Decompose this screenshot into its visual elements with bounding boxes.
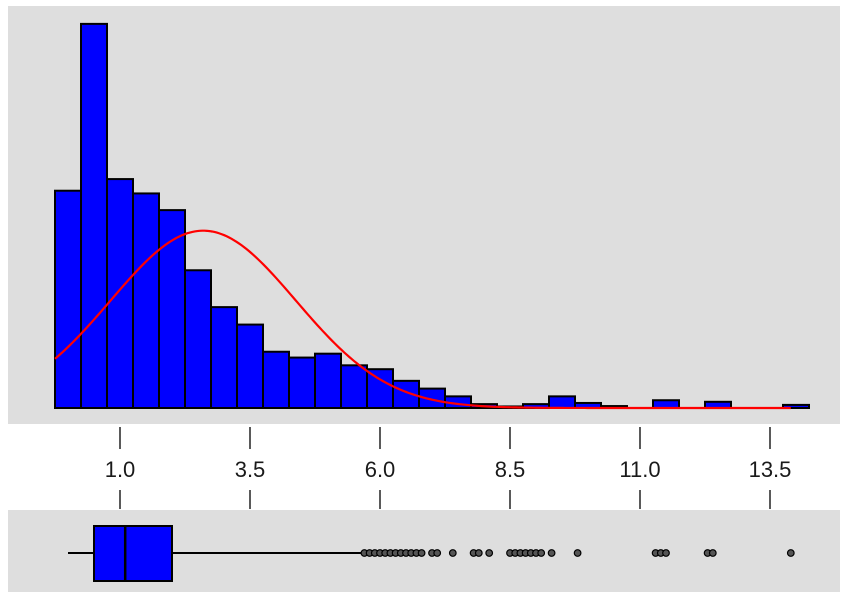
x-tick-label: 1.0 <box>105 457 136 482</box>
histogram-bar <box>288 356 316 409</box>
x-tick-label: 3.5 <box>235 457 266 482</box>
boxplot-outlier <box>786 549 795 557</box>
boxplot-outlier <box>485 549 494 557</box>
x-tick-label: 8.5 <box>495 457 526 482</box>
boxplot-outlier <box>547 549 556 557</box>
boxplot-outlier <box>474 549 483 557</box>
density-curve <box>54 229 791 410</box>
histogram-bar <box>132 192 160 409</box>
x-tick-label: 6.0 <box>365 457 396 482</box>
histogram-bar <box>366 368 394 410</box>
histogram-bar <box>106 178 134 409</box>
histogram-bar <box>54 189 82 409</box>
boxplot-outlier <box>433 549 442 557</box>
histogram-bar <box>80 22 108 409</box>
boxplot-outlier <box>708 549 717 557</box>
histogram-bar <box>236 323 264 409</box>
boxplot-outlier <box>537 549 546 557</box>
histogram-bars <box>54 22 810 410</box>
histogram-bar <box>782 403 810 409</box>
histogram-bar <box>158 209 186 409</box>
x-tick-label: 11.0 <box>619 457 660 482</box>
boxplot-outlier <box>417 549 426 557</box>
boxplot <box>68 525 795 582</box>
histogram-bar <box>548 395 576 409</box>
boxplot-outlier <box>662 549 670 557</box>
boxplot-outlier <box>573 549 582 557</box>
x-tick-label: 13.5 <box>749 457 792 482</box>
boxplot-box <box>93 525 173 582</box>
histogram-bar <box>314 352 342 409</box>
x-axis: 1.0 3.5 6.0 8.5 11.0 13.5 <box>105 427 792 509</box>
histogram-bar <box>184 269 212 410</box>
histogram-bar <box>210 306 238 409</box>
histogram-bar <box>340 364 368 410</box>
boxplot-outlier <box>448 549 457 557</box>
histogram-bar <box>652 399 680 409</box>
histogram-bar <box>262 350 290 409</box>
